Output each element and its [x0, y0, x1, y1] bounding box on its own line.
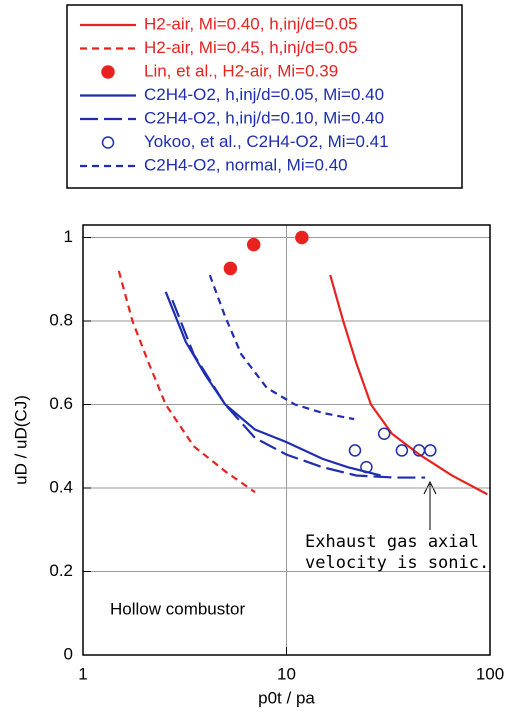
annotation: velocity is sonic.	[305, 553, 489, 573]
data-point	[246, 237, 261, 252]
plot-frame	[82, 224, 491, 656]
legend-label: H2-air, Mi=0.40, h,inj/d=0.05	[144, 14, 358, 33]
annotation: Hollow combustor	[110, 599, 245, 618]
data-point	[223, 261, 238, 276]
legend-label: C2H4-O2, h,inj/d=0.05, Mi=0.40	[144, 85, 384, 104]
data-point	[424, 444, 437, 457]
legend-label: Lin, et al., H2-air, Mi=0.39	[144, 61, 338, 80]
y-tick-label: 0.2	[49, 561, 73, 580]
legend-label: Yokoo, et al., C2H4-O2, Mi=0.41	[144, 132, 389, 151]
data-line	[117, 270, 256, 494]
x-tick-label: 1	[78, 664, 87, 683]
y-tick-label: 0.4	[49, 477, 73, 496]
x-tick-label: 100	[476, 664, 504, 683]
legend-label: C2H4-O2, normal, Mi=0.40	[144, 155, 348, 174]
data-point	[395, 444, 409, 457]
annotation: Exhaust gas axial	[305, 532, 479, 552]
data-point	[377, 427, 391, 440]
y-tick-label: 0.8	[49, 311, 73, 330]
data-line	[329, 274, 488, 496]
x-tick-label: 10	[277, 664, 296, 683]
data-point	[360, 460, 373, 474]
data-point	[295, 230, 309, 245]
y-axis-label: uD / uD(CJ)	[11, 395, 30, 485]
data-point	[348, 444, 362, 457]
data-line	[171, 299, 426, 479]
x-axis-label: p0t / pa	[258, 688, 315, 707]
y-tick-label: 0	[64, 644, 73, 663]
legend-label: C2H4-O2, h,inj/d=0.10, Mi=0.40	[144, 108, 384, 127]
y-tick-label: 0.6	[49, 394, 73, 413]
legend-label: H2-air, Mi=0.45, h,inj/d=0.05	[144, 38, 358, 57]
legend-marker	[101, 136, 115, 149]
data-line	[208, 274, 355, 421]
arrow-head	[423, 480, 437, 495]
y-tick-label: 1	[64, 227, 73, 246]
legend-marker	[101, 65, 115, 79]
